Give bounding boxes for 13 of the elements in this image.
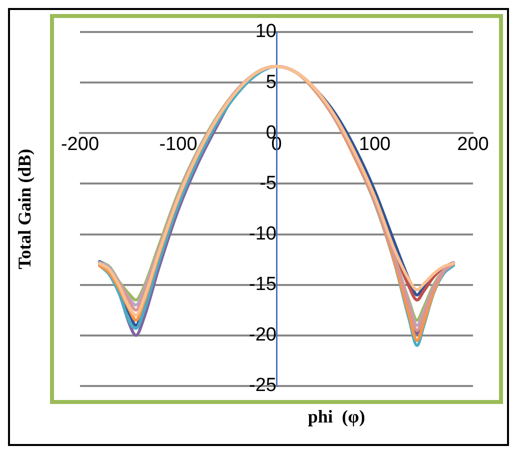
x-tick-label: 200 (457, 134, 489, 155)
y-tick-label: 10 (255, 21, 276, 42)
x-tick-label: -100 (159, 134, 198, 155)
y-tick-label: 5 (266, 72, 276, 93)
y-tick-label: -10 (249, 224, 276, 245)
y-tick-label: -5 (260, 172, 276, 194)
x-axis-title: phi (φ) (308, 406, 366, 427)
x-tick-label: -200 (60, 134, 100, 155)
y-tick-label: -20 (249, 324, 276, 346)
x-tick-label: 100 (358, 134, 391, 155)
y-tick-label: -15 (249, 274, 276, 296)
y-axis-title: Total Gain (dB) (14, 148, 35, 270)
y-tick-label: -25 (249, 375, 276, 396)
